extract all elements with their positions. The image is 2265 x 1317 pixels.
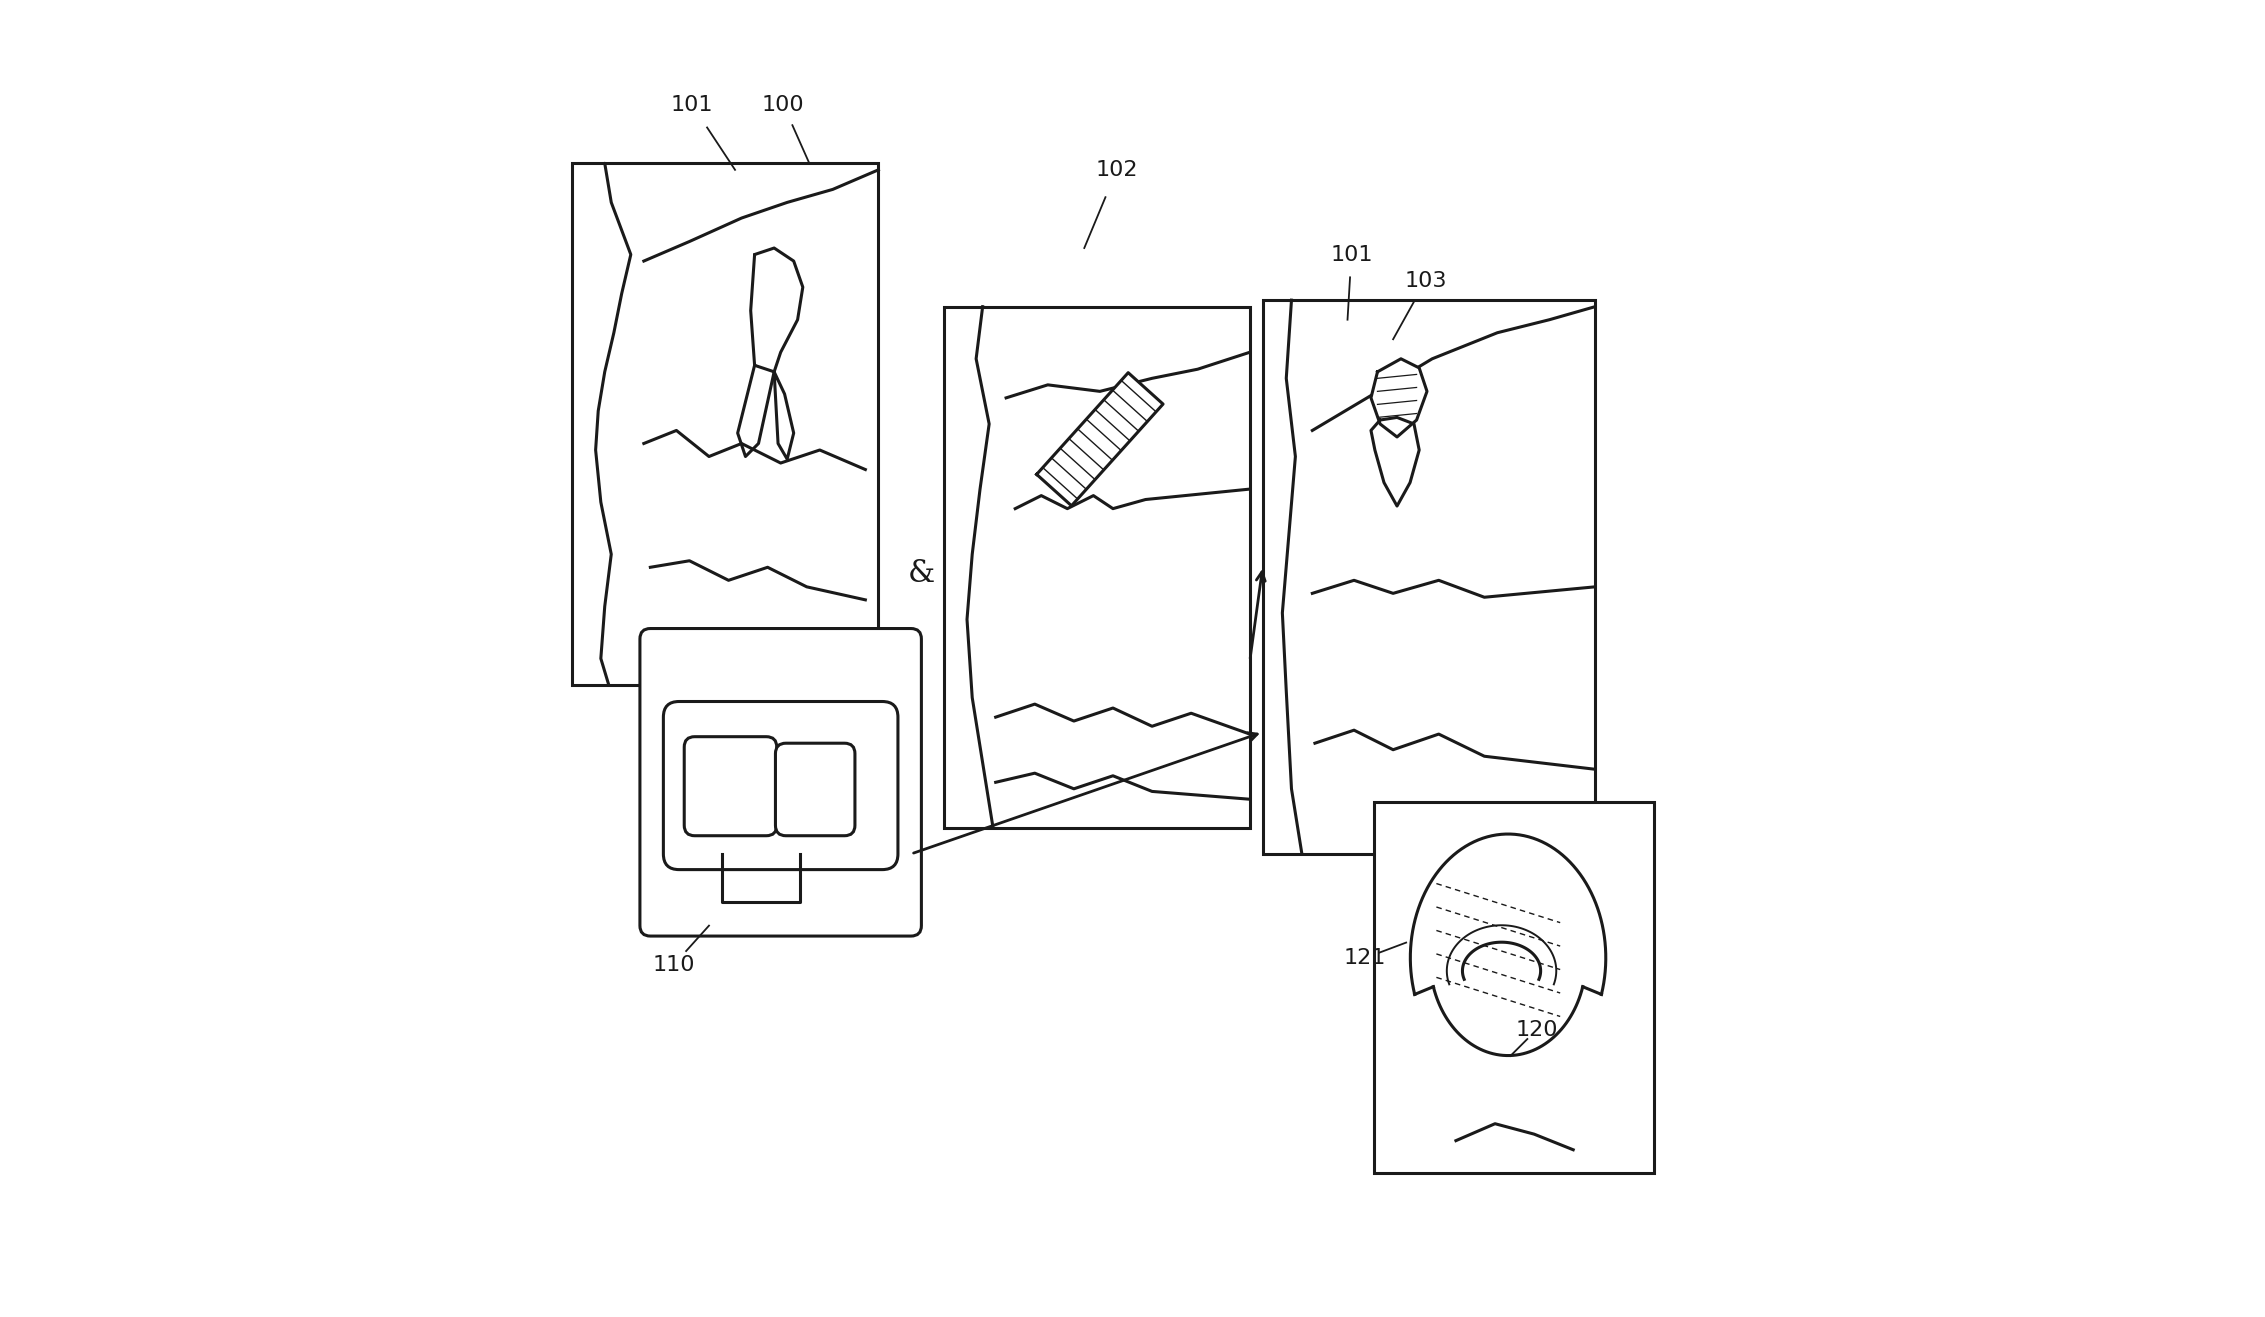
FancyBboxPatch shape bbox=[684, 736, 777, 836]
Text: 101: 101 bbox=[1330, 245, 1373, 265]
FancyBboxPatch shape bbox=[775, 743, 854, 836]
Text: 121: 121 bbox=[1343, 948, 1386, 968]
Bar bbox=[1264, 300, 1595, 853]
Bar bbox=[1373, 802, 1653, 1173]
Text: 102: 102 bbox=[1096, 159, 1137, 180]
Text: 101: 101 bbox=[670, 95, 713, 115]
Text: &: & bbox=[908, 558, 935, 589]
Bar bbox=[573, 163, 879, 685]
Text: 110: 110 bbox=[652, 955, 695, 975]
Polygon shape bbox=[1370, 417, 1420, 506]
FancyBboxPatch shape bbox=[664, 702, 897, 869]
Bar bbox=[945, 307, 1250, 828]
FancyBboxPatch shape bbox=[641, 628, 922, 936]
Text: 103: 103 bbox=[1404, 270, 1447, 291]
Text: 100: 100 bbox=[761, 95, 804, 115]
Polygon shape bbox=[1370, 358, 1427, 437]
Polygon shape bbox=[1037, 373, 1162, 506]
Text: 120: 120 bbox=[1515, 1019, 1558, 1040]
